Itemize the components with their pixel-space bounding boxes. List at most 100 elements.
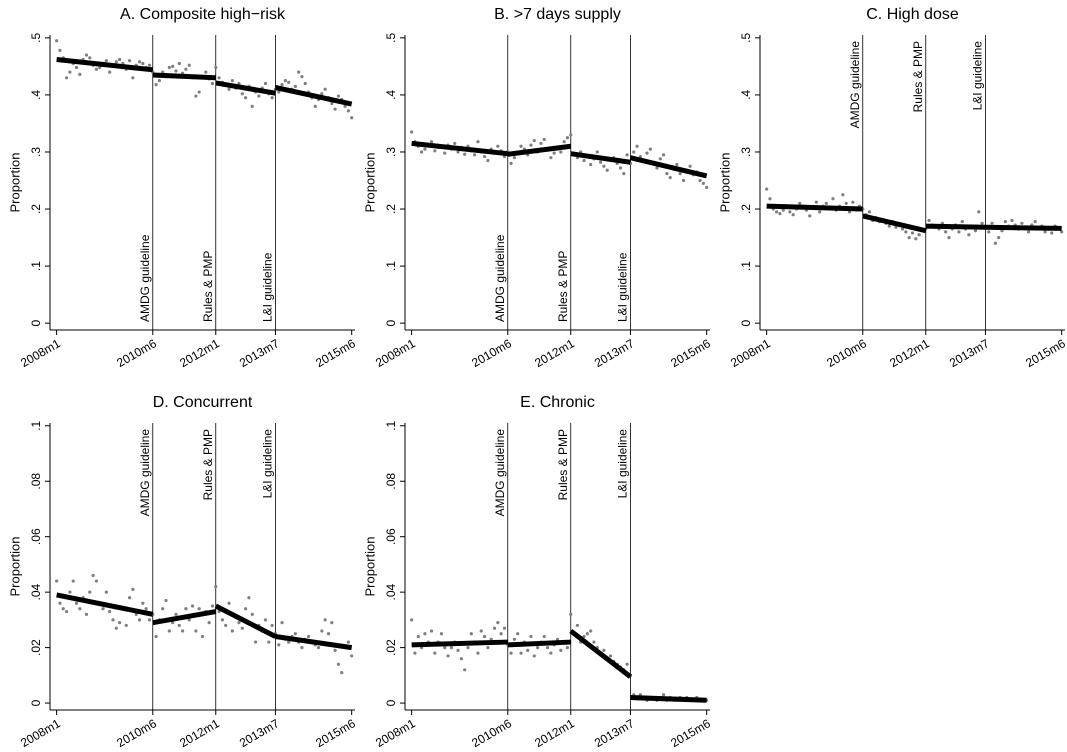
data-point bbox=[114, 626, 118, 630]
data-point bbox=[781, 208, 785, 212]
y-tick-label: .3 bbox=[739, 147, 753, 157]
panel-title: D. Concurrent bbox=[153, 394, 253, 411]
x-tick-label: 2012m1 bbox=[177, 336, 222, 370]
data-point bbox=[655, 166, 659, 170]
data-point bbox=[496, 621, 500, 625]
data-point bbox=[267, 640, 271, 644]
data-point bbox=[668, 176, 672, 180]
data-point bbox=[519, 651, 523, 655]
data-point bbox=[529, 143, 533, 147]
data-point bbox=[661, 693, 666, 697]
data-point bbox=[287, 80, 291, 84]
y-axis-label: Proportion bbox=[717, 153, 732, 213]
data-point bbox=[887, 224, 891, 228]
data-point bbox=[479, 629, 483, 633]
y-tick-label: .5 bbox=[384, 33, 398, 43]
data-point bbox=[492, 626, 497, 630]
x-tick-label: 2010m6 bbox=[824, 336, 869, 370]
data-point bbox=[300, 75, 304, 79]
data-point bbox=[141, 61, 145, 66]
data-point bbox=[818, 210, 822, 214]
data-point bbox=[270, 623, 274, 628]
data-point bbox=[688, 164, 692, 168]
data-point bbox=[701, 181, 705, 185]
data-point bbox=[214, 585, 218, 589]
data-point bbox=[824, 201, 828, 205]
data-point bbox=[94, 579, 99, 583]
x-tick-label: 2013m7 bbox=[947, 336, 992, 370]
data-point bbox=[104, 590, 108, 594]
x-tick-label: 2015m6 bbox=[668, 336, 713, 370]
data-point bbox=[240, 626, 244, 630]
data-point bbox=[207, 621, 211, 625]
data-point bbox=[293, 632, 297, 636]
data-point bbox=[154, 634, 158, 639]
y-tick-label: .5 bbox=[29, 33, 43, 43]
data-point bbox=[111, 618, 115, 622]
y-tick-label: 0 bbox=[29, 319, 43, 326]
fit-line bbox=[411, 140, 509, 157]
data-point bbox=[423, 632, 427, 636]
data-point bbox=[602, 164, 606, 168]
data-point bbox=[433, 651, 437, 655]
data-point bbox=[108, 70, 112, 74]
data-point bbox=[154, 83, 158, 87]
data-point bbox=[167, 629, 171, 633]
data-point bbox=[562, 140, 566, 144]
data-point bbox=[118, 57, 122, 62]
data-point bbox=[977, 210, 981, 214]
fit-line bbox=[56, 57, 154, 73]
data-point bbox=[661, 153, 666, 157]
data-point bbox=[131, 76, 135, 80]
y-tick-label: .1 bbox=[384, 420, 398, 430]
data-point bbox=[618, 166, 623, 170]
y-tick-label: .2 bbox=[739, 204, 753, 214]
data-point bbox=[230, 629, 234, 633]
data-point bbox=[595, 150, 599, 154]
fit-line bbox=[56, 592, 154, 617]
data-point bbox=[127, 59, 132, 63]
x-tick-label: 2013m7 bbox=[592, 716, 637, 750]
data-point bbox=[957, 230, 961, 234]
data-point bbox=[58, 601, 62, 605]
data-point bbox=[210, 81, 215, 86]
fit-line bbox=[152, 72, 216, 81]
data-point bbox=[512, 637, 517, 641]
fit-line bbox=[570, 151, 631, 165]
x-tick-label: 2008m1 bbox=[373, 716, 418, 750]
data-point bbox=[449, 646, 454, 650]
data-point bbox=[287, 640, 291, 644]
data-point bbox=[144, 607, 148, 611]
data-point bbox=[127, 596, 132, 600]
data-point bbox=[88, 590, 92, 594]
data-point bbox=[101, 607, 105, 611]
data-point bbox=[559, 648, 563, 652]
data-point bbox=[665, 172, 669, 176]
data-point bbox=[904, 230, 908, 234]
data-point bbox=[453, 141, 457, 146]
data-point bbox=[585, 632, 589, 636]
y-tick-label: .2 bbox=[29, 204, 43, 214]
x-tick-label: 2015m6 bbox=[313, 336, 358, 370]
data-point bbox=[220, 618, 224, 622]
data-point bbox=[622, 172, 626, 176]
x-tick-label: 2012m1 bbox=[177, 716, 222, 750]
y-tick-label: .08 bbox=[29, 473, 43, 490]
event-label: Rules & PMP bbox=[556, 429, 570, 500]
data-point bbox=[197, 90, 201, 94]
data-point bbox=[350, 116, 354, 120]
data-point bbox=[967, 233, 971, 237]
y-tick-label: .02 bbox=[384, 639, 398, 656]
data-point bbox=[210, 604, 215, 608]
data-point bbox=[502, 626, 507, 630]
data-point bbox=[559, 150, 563, 154]
data-point bbox=[1043, 230, 1047, 234]
event-label: L&I guideline bbox=[616, 252, 630, 322]
fit-line bbox=[569, 628, 632, 679]
data-point bbox=[419, 150, 424, 154]
data-point bbox=[330, 621, 334, 625]
y-tick-label: 0 bbox=[384, 319, 398, 326]
panel-title: E. Chronic bbox=[520, 394, 595, 411]
data-point bbox=[177, 61, 181, 66]
